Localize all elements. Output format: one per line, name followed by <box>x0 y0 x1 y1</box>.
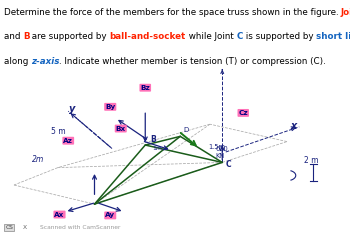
Text: Az: Az <box>63 138 73 144</box>
Text: Determine the force of the members for the space truss shown in the figure.: Determine the force of the members for t… <box>4 8 341 17</box>
Text: y: y <box>69 104 75 114</box>
Text: Joints A: Joints A <box>341 8 350 17</box>
Text: CS: CS <box>5 225 13 230</box>
Text: By: By <box>105 104 116 110</box>
Text: C: C <box>236 32 243 41</box>
Text: is supported by: is supported by <box>243 32 316 41</box>
Text: 1.5m: 1.5m <box>208 144 225 150</box>
Text: Bz: Bz <box>140 85 150 91</box>
Text: Bx: Bx <box>116 125 126 132</box>
Text: Ay: Ay <box>105 212 115 218</box>
Text: X: X <box>23 225 27 230</box>
Text: . Indicate whether member is tension (T) or compression (C).: . Indicate whether member is tension (T)… <box>59 57 326 66</box>
Text: 2 m: 2 m <box>304 156 319 165</box>
Text: Scanned with CamScanner: Scanned with CamScanner <box>40 225 121 230</box>
Text: B: B <box>23 32 29 41</box>
Text: while Joint: while Joint <box>186 32 236 41</box>
Text: 1m: 1m <box>152 146 162 151</box>
Text: and: and <box>4 32 23 41</box>
Text: Cz: Cz <box>238 110 248 116</box>
Text: ball-and-socket: ball-and-socket <box>110 32 186 41</box>
Text: D: D <box>184 127 189 133</box>
Text: x: x <box>291 121 297 131</box>
Text: z-axis: z-axis <box>31 57 59 66</box>
Text: are supported by: are supported by <box>29 32 110 41</box>
Text: B: B <box>150 134 156 144</box>
Text: 2m: 2m <box>32 154 44 164</box>
Text: 600
KN: 600 KN <box>215 146 228 159</box>
Text: C: C <box>226 160 231 169</box>
Text: short link: short link <box>316 32 350 41</box>
Text: 5 m: 5 m <box>51 127 65 136</box>
Text: Ax: Ax <box>54 212 65 218</box>
Text: along: along <box>4 57 31 66</box>
